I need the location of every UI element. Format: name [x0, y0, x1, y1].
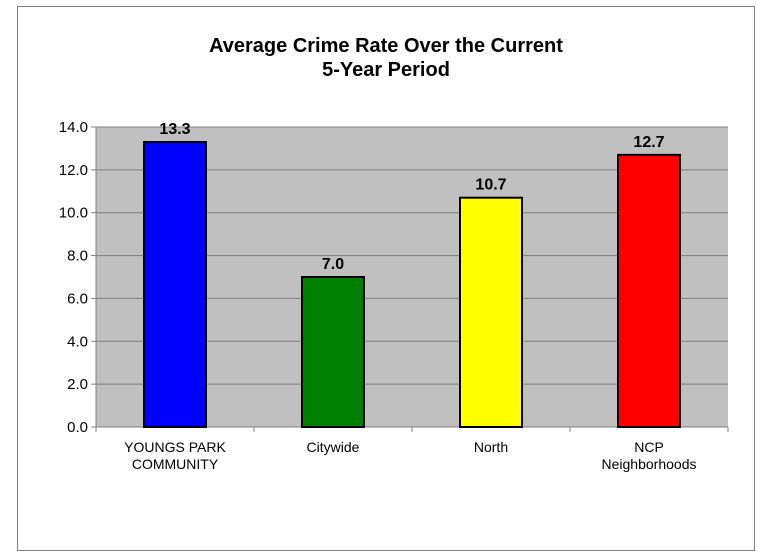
y-tick-label: 4.0	[67, 333, 88, 350]
data-label: 12.7	[633, 134, 664, 151]
y-tick-label: 2.0	[67, 376, 88, 393]
y-tick-label: 12.0	[59, 162, 88, 179]
category-label: NCP	[634, 439, 664, 455]
bar	[301, 276, 365, 428]
y-tick-label: 10.0	[59, 205, 88, 222]
chart-title-line-2: 5-Year Period	[322, 59, 450, 81]
data-label: 13.3	[159, 121, 190, 138]
data-label: 7.0	[322, 256, 344, 273]
category-label: COMMUNITY	[132, 456, 219, 472]
category-label: Citywide	[307, 439, 360, 455]
bar	[617, 153, 681, 428]
y-tick-label: 0.0	[67, 419, 88, 436]
y-tick-label: 14.0	[59, 119, 88, 136]
y-tick-label: 8.0	[67, 248, 88, 265]
chart-title: Average Crime Rate Over the Current 5-Ye…	[17, 34, 755, 82]
category-label: YOUNGS PARK	[124, 439, 226, 455]
bar	[459, 196, 523, 428]
bar	[143, 141, 207, 428]
data-label: 10.7	[475, 177, 506, 194]
category-label: North	[474, 439, 508, 455]
y-tick-label: 6.0	[67, 290, 88, 307]
chart-title-line-1: Average Crime Rate Over the Current	[209, 35, 563, 57]
category-label: Neighborhoods	[602, 456, 697, 472]
